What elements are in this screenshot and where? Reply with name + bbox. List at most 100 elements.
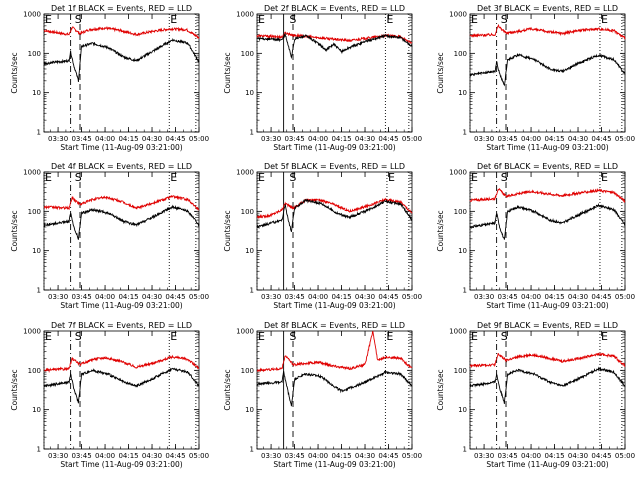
panel-6: Det 6f BLACK = Events, RED = LLD 1 10 100 10… <box>436 162 635 310</box>
y-tick-label: 100 <box>28 50 41 58</box>
panel-2: Det 2f BLACK = Events, RED = LLD 1 10 100 10… <box>223 4 422 152</box>
x-tick-label: 04:15 <box>544 135 564 143</box>
panel-title: Det 4f BLACK = Events, RED = LLD <box>51 162 192 171</box>
x-tick-label: 04:15 <box>118 452 138 460</box>
x-tick-label: 04:30 <box>355 135 375 143</box>
x-tick-label: 04:30 <box>355 452 375 460</box>
x-axis-label: Start Time (11-Aug-09 03:21:00) <box>60 460 182 469</box>
x-axis-label: Start Time (11-Aug-09 03:21:00) <box>273 143 395 152</box>
y-tick-label: 10 <box>458 247 467 255</box>
plot-frame <box>256 330 413 450</box>
x-tick-label: 03:45 <box>71 452 91 460</box>
panel-title: Det 9f BLACK = Events, RED = LLD <box>477 321 618 330</box>
event-marker-label: E <box>601 171 608 184</box>
x-tick-label: 04:45 <box>591 452 611 460</box>
y-axis-label: Counts/sec <box>223 52 232 93</box>
lld-series-line <box>469 187 626 204</box>
y-tick-label: 100 <box>28 367 41 375</box>
plot-frame <box>43 13 200 133</box>
x-tick-label: 04:30 <box>142 293 162 301</box>
panel-title: Det 3f BLACK = Events, RED = LLD <box>477 4 618 13</box>
x-tick-label: 04:15 <box>544 452 564 460</box>
event-marker-label: S <box>501 330 508 343</box>
x-tick-label: 03:45 <box>284 135 304 143</box>
y-tick-label: 1 <box>463 446 467 454</box>
y-tick-label: 100 <box>241 367 254 375</box>
events-series-line <box>256 370 413 407</box>
x-tick-label: 04:00 <box>308 452 328 460</box>
x-tick-label: 05:00 <box>615 452 635 460</box>
y-tick-label: 1 <box>37 446 41 454</box>
x-tick-label: 04:00 <box>521 452 541 460</box>
event-marker-label: E <box>388 171 395 184</box>
event-marker-label: E <box>45 330 52 343</box>
y-tick-label: 1000 <box>23 328 41 336</box>
x-tick-label: 04:45 <box>165 452 185 460</box>
x-tick-label: 04:00 <box>521 293 541 301</box>
panel-title: Det 2f BLACK = Events, RED = LLD <box>264 4 405 13</box>
y-tick-label: 1000 <box>449 169 467 177</box>
panel-5: Det 5f BLACK = Events, RED = LLD 1 10 100 10… <box>223 162 422 310</box>
y-tick-label: 10 <box>458 406 467 414</box>
lld-series-line <box>469 351 626 369</box>
panel-8: Det 8f BLACK = Events, RED = LLD 1 10 100 10… <box>223 321 422 469</box>
x-tick-label: 03:45 <box>497 135 517 143</box>
x-tick-label: 04:45 <box>591 293 611 301</box>
x-tick-label: 05:00 <box>615 293 635 301</box>
x-axis-label: Start Time (11-Aug-09 03:21:00) <box>486 143 608 152</box>
panel-4: Det 4f BLACK = Events, RED = LLD 1 10 100 10… <box>10 162 209 310</box>
event-marker-label: E <box>258 171 265 184</box>
y-tick-label: 1000 <box>23 169 41 177</box>
x-tick-label: 03:30 <box>261 135 281 143</box>
y-tick-label: 10 <box>458 89 467 97</box>
x-tick-label: 05:00 <box>402 135 422 143</box>
plot-frame <box>43 171 200 291</box>
event-marker-label: E <box>170 13 177 26</box>
plot-frame <box>469 330 626 450</box>
plot-frame <box>256 13 413 133</box>
event-marker-label: E <box>45 171 52 184</box>
x-tick-label: 04:30 <box>355 293 375 301</box>
event-marker-label: S <box>75 330 82 343</box>
panel-title: Det 6f BLACK = Events, RED = LLD <box>477 162 618 171</box>
x-tick-label: 04:00 <box>95 452 115 460</box>
x-tick-label: 04:00 <box>95 293 115 301</box>
x-tick-label: 05:00 <box>402 452 422 460</box>
y-tick-label: 1 <box>250 129 254 137</box>
events-series-line <box>469 366 626 404</box>
plot-frame <box>256 171 413 291</box>
x-tick-label: 03:45 <box>497 293 517 301</box>
lld-series-line <box>256 197 413 220</box>
x-tick-label: 04:15 <box>118 293 138 301</box>
event-marker-label: E <box>170 330 177 343</box>
x-tick-label: 03:45 <box>497 452 517 460</box>
x-tick-label: 03:30 <box>474 135 494 143</box>
y-tick-label: 1000 <box>23 11 41 19</box>
y-tick-label: 10 <box>245 406 254 414</box>
y-tick-label: 10 <box>32 89 41 97</box>
event-marker-label: E <box>601 13 608 26</box>
y-tick-label: 100 <box>28 208 41 216</box>
event-marker-label: E <box>386 13 393 26</box>
y-tick-label: 1000 <box>449 11 467 19</box>
x-tick-label: 04:15 <box>331 293 351 301</box>
y-tick-label: 1000 <box>449 328 467 336</box>
y-tick-label: 1 <box>37 129 41 137</box>
events-series-line <box>256 32 413 60</box>
x-tick-label: 04:15 <box>544 293 564 301</box>
y-axis-label: Counts/sec <box>10 210 19 251</box>
y-axis-label: Counts/sec <box>10 52 19 93</box>
y-axis-label: Counts/sec <box>436 52 445 93</box>
x-tick-label: 03:30 <box>48 452 68 460</box>
x-tick-label: 03:30 <box>48 135 68 143</box>
event-marker-label: E <box>471 13 478 26</box>
x-tick-label: 05:00 <box>189 452 209 460</box>
event-marker-label: E <box>601 330 608 343</box>
x-tick-label: 04:30 <box>568 452 588 460</box>
lld-series-line <box>256 31 413 45</box>
lld-series-line <box>43 194 200 211</box>
events-series-line <box>43 38 200 83</box>
x-tick-label: 04:00 <box>521 135 541 143</box>
y-tick-label: 100 <box>454 367 467 375</box>
